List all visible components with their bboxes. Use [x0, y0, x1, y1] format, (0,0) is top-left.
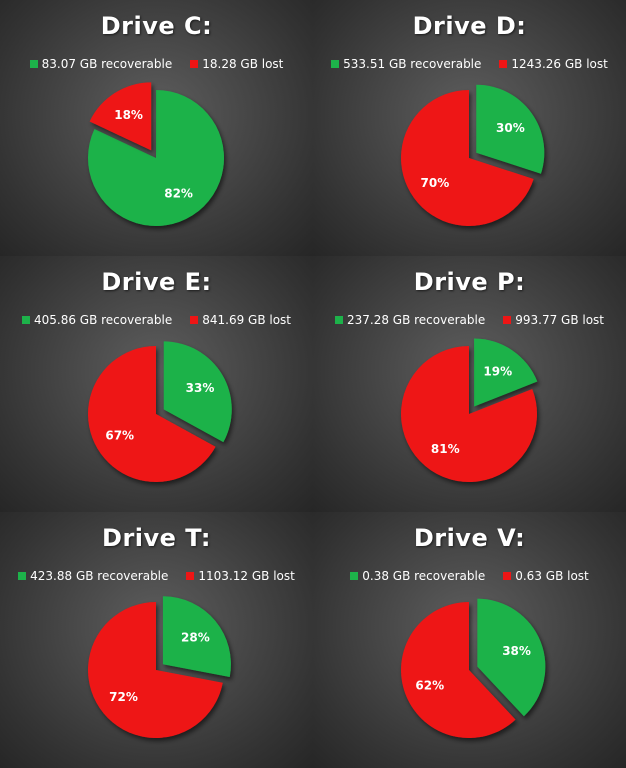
legend: 533.51 GB recoverable 1243.26 GB lost	[313, 57, 626, 71]
legend-swatch-lost	[186, 572, 195, 580]
legend-label-recoverable: 237.28 GB recoverable	[346, 313, 486, 327]
legend-item-recoverable: 0.38 GB recoverable	[350, 569, 485, 583]
chart-title: Drive T:	[102, 524, 211, 552]
pie-slice-lost	[89, 82, 152, 151]
slice-label-lost: 72%	[109, 690, 138, 704]
pie-slice-recoverable	[163, 341, 232, 443]
legend-item-lost: 993.77 GB lost	[503, 313, 604, 327]
legend: 423.88 GB recoverable 1103.12 GB lost	[0, 569, 313, 583]
legend-swatch-recoverable	[350, 572, 359, 580]
pie-slice-lost	[87, 346, 216, 482]
legend-swatch-lost	[503, 316, 512, 324]
pie-slice-recoverable	[474, 338, 538, 407]
legend-swatch-recoverable	[21, 316, 30, 324]
legend-item-lost: 1103.12 GB lost	[186, 569, 295, 583]
legend-item-recoverable: 237.28 GB recoverable	[334, 313, 486, 327]
legend-item-lost: 841.69 GB lost	[190, 313, 291, 327]
legend-label-recoverable: 83.07 GB recoverable	[41, 57, 173, 71]
drive-v-panel: Drive V: 0.38 GB recoverable 0.63 GB los…	[313, 512, 626, 768]
legend-swatch-lost	[499, 60, 508, 68]
drive-d-panel: Drive D: 533.51 GB recoverable 1243.26 G…	[313, 0, 626, 256]
slice-label-recoverable: 82%	[164, 187, 193, 201]
legend: 237.28 GB recoverable 993.77 GB lost	[313, 313, 626, 327]
legend-swatch-recoverable	[331, 60, 340, 68]
legend-label-recoverable: 405.86 GB recoverable	[33, 313, 173, 327]
drive-t-panel: Drive T: 423.88 GB recoverable 1103.12 G…	[0, 512, 313, 768]
legend-item-lost: 1243.26 GB lost	[499, 57, 608, 71]
legend-item-lost: 18.28 GB lost	[190, 57, 283, 71]
legend-label-lost: 841.69 GB lost	[202, 313, 292, 327]
chart-title: Drive E:	[101, 268, 212, 296]
pie-chart: 82% 18%	[88, 82, 224, 226]
pie-slice-lost	[88, 602, 223, 738]
pie-chart: 28% 72%	[88, 596, 231, 738]
slice-label-recoverable: 28%	[181, 630, 210, 644]
pie-slice-lost	[401, 90, 534, 226]
slice-label-lost: 67%	[105, 428, 134, 442]
slice-label-lost: 81%	[431, 442, 460, 456]
pie-chart: 33% 67%	[87, 341, 232, 482]
legend-swatch-lost	[190, 60, 199, 68]
legend-swatch-recoverable	[18, 572, 27, 580]
legend-swatch-lost	[190, 316, 199, 324]
drive-e-panel: Drive E: 405.86 GB recoverable 841.69 GB…	[0, 256, 313, 512]
legend-item-lost: 0.63 GB lost	[503, 569, 589, 583]
pie-slice-lost	[401, 346, 537, 482]
legend-label-recoverable: 533.51 GB recoverable	[343, 57, 482, 71]
slice-label-lost: 18%	[114, 108, 143, 122]
slice-label-lost: 70%	[421, 176, 450, 190]
slice-label-recoverable: 30%	[496, 121, 525, 135]
legend: 0.38 GB recoverable 0.63 GB lost	[313, 569, 626, 583]
chart-title: Drive D:	[412, 12, 527, 40]
legend: 83.07 GB recoverable 18.28 GB lost	[0, 57, 313, 71]
pie-chart: 38% 62%	[401, 598, 546, 738]
legend-label-lost: 18.28 GB lost	[202, 57, 284, 71]
chart-title: Drive V:	[413, 524, 526, 552]
slice-label-lost: 62%	[415, 679, 444, 693]
legend-item-recoverable: 533.51 GB recoverable	[331, 57, 481, 71]
legend-swatch-lost	[503, 572, 512, 580]
pie-chart: 30% 70%	[401, 84, 545, 226]
chart-title: Drive P:	[413, 268, 526, 296]
drive-c-panel: Drive C: 83.07 GB recoverable 18.28 GB l…	[0, 0, 313, 256]
legend-label-lost: 1243.26 GB lost	[511, 57, 608, 71]
drive-p-panel: Drive P: 237.28 GB recoverable 993.77 GB…	[313, 256, 626, 512]
legend-label-lost: 1103.12 GB lost	[198, 569, 295, 583]
legend-label-lost: 993.77 GB lost	[515, 313, 605, 327]
legend-label-recoverable: 0.38 GB recoverable	[362, 569, 486, 583]
legend: 405.86 GB recoverable 841.69 GB lost	[0, 313, 313, 327]
slice-label-recoverable: 33%	[186, 381, 215, 395]
legend-swatch-recoverable	[334, 316, 343, 324]
legend-item-recoverable: 423.88 GB recoverable	[18, 569, 168, 583]
legend-item-recoverable: 83.07 GB recoverable	[29, 57, 173, 71]
slice-label-recoverable: 19%	[483, 365, 512, 379]
legend-label-recoverable: 423.88 GB recoverable	[30, 569, 169, 583]
legend-swatch-recoverable	[29, 60, 38, 68]
legend-label-lost: 0.63 GB lost	[515, 569, 589, 583]
pie-slice-recoverable	[477, 598, 546, 717]
legend-item-recoverable: 405.86 GB recoverable	[21, 313, 173, 327]
pie-slice-recoverable	[88, 90, 224, 226]
pie-slice-lost	[401, 602, 516, 738]
pie-slice-recoverable	[476, 84, 545, 174]
pie-chart: 19% 81%	[401, 338, 538, 482]
chart-title: Drive C:	[100, 12, 213, 40]
slice-label-recoverable: 38%	[502, 644, 531, 658]
pie-slice-recoverable	[162, 596, 231, 678]
